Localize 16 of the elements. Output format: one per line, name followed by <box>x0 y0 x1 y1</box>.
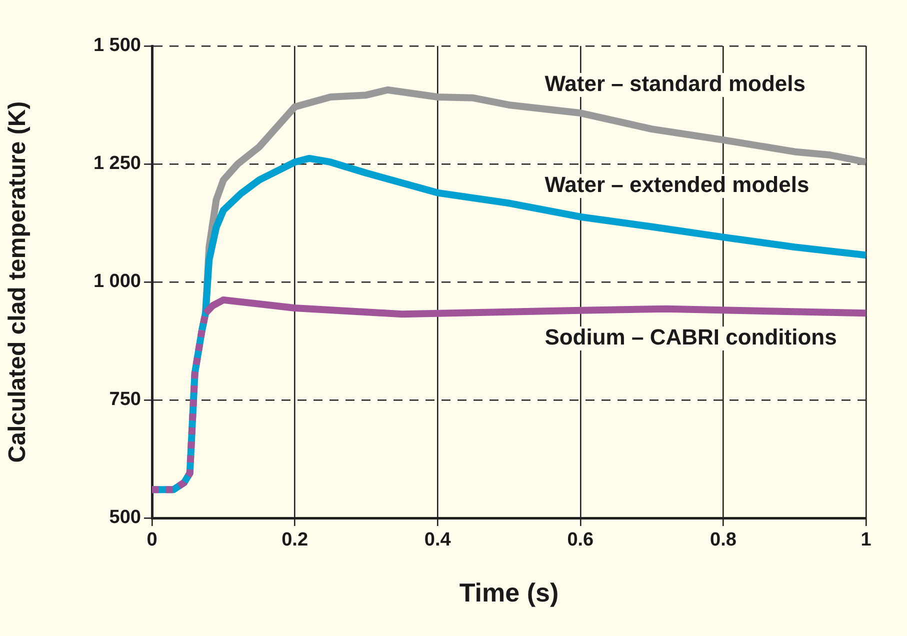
y-tick-label: 750 <box>109 389 141 410</box>
y-tick-label: 1 500 <box>93 35 141 56</box>
x-tick-label: 0.2 <box>282 530 308 551</box>
y-tick-label: 1 000 <box>93 271 141 292</box>
x-tick-label: 0.6 <box>567 530 594 551</box>
series-label: Water – standard models <box>544 71 806 96</box>
x-axis-title: Time (s) <box>459 578 559 608</box>
y-axis-title: Calculated clad temperature (K) <box>4 101 32 463</box>
y-tick-label: 1 250 <box>93 153 141 174</box>
x-tick-label: 0 <box>146 530 158 551</box>
x-tick-label: 0.8 <box>710 530 736 551</box>
series-label: Sodium – CABRI conditions <box>544 324 837 350</box>
x-tick-label: 1 <box>860 530 872 551</box>
y-tick-label: 500 <box>109 507 141 528</box>
series-label: Water – extended models <box>544 172 810 198</box>
x-tick-label: 0.4 <box>424 530 452 551</box>
